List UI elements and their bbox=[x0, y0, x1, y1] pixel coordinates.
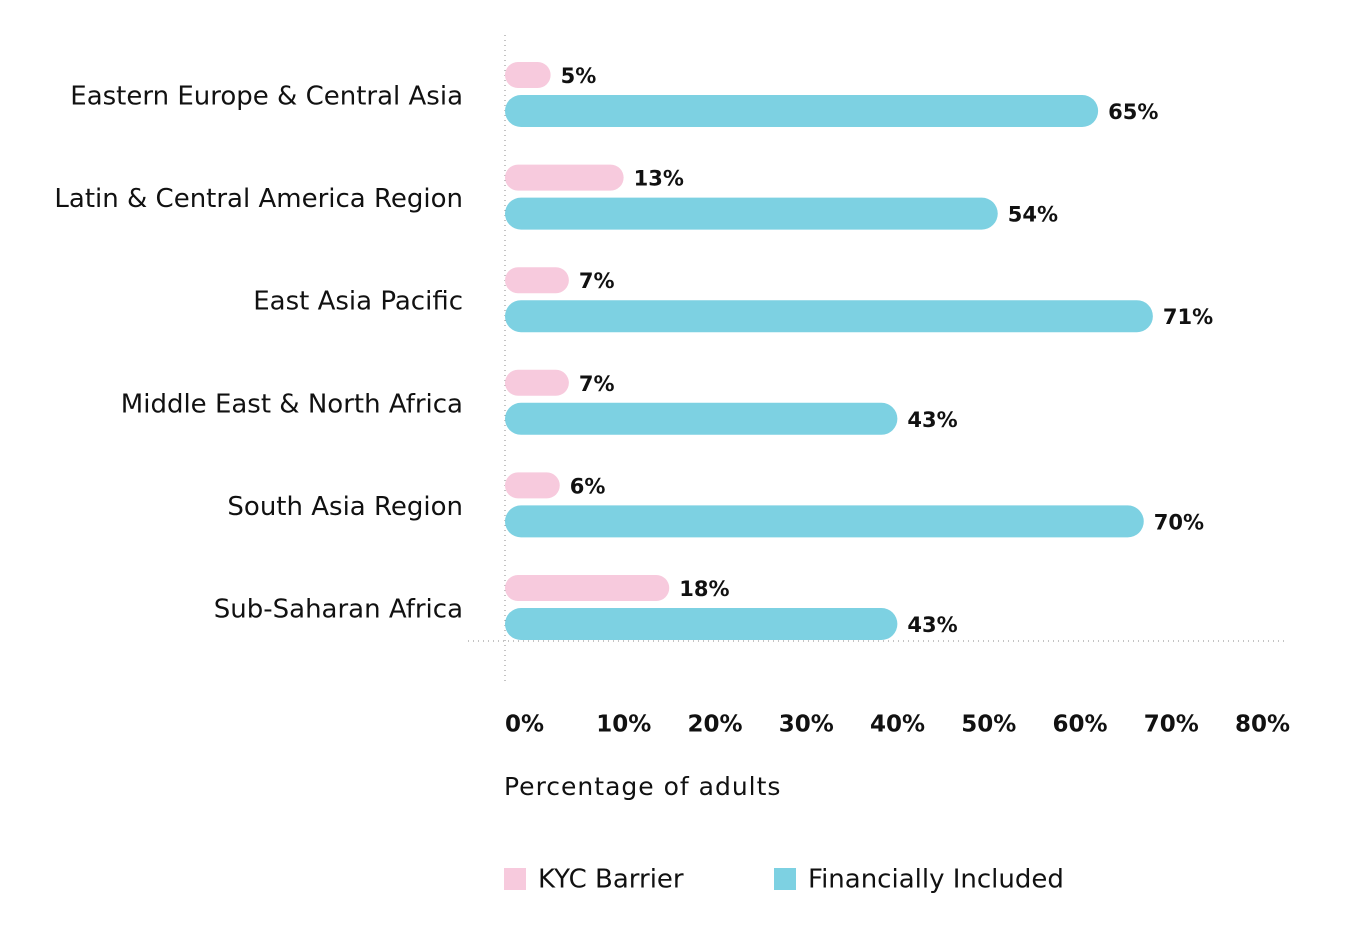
bar bbox=[505, 402, 898, 435]
legend-label: KYC Barrier bbox=[538, 865, 684, 895]
category-label: South Asia Region bbox=[227, 492, 463, 522]
category-label: Sub-Saharan Africa bbox=[214, 595, 463, 625]
bar bbox=[505, 197, 998, 230]
data-label: 7% bbox=[579, 372, 615, 396]
x-tick-label: 10% bbox=[596, 712, 651, 738]
bar bbox=[505, 575, 670, 601]
legend-swatch bbox=[774, 868, 796, 890]
data-label: 71% bbox=[1163, 305, 1213, 329]
category-label: East Asia Pacific bbox=[253, 287, 463, 317]
category-label: Middle East & North Africa bbox=[121, 389, 463, 419]
x-tick-label: 30% bbox=[779, 712, 834, 738]
bar bbox=[505, 369, 569, 396]
data-label: 54% bbox=[1008, 203, 1058, 227]
x-tick-label: 50% bbox=[961, 712, 1016, 738]
x-tick-label: 60% bbox=[1053, 712, 1108, 738]
category-label: Latin & Central America Region bbox=[54, 184, 463, 214]
bar bbox=[505, 505, 1144, 538]
bar bbox=[505, 95, 1099, 127]
bar bbox=[505, 472, 560, 499]
x-axis-label: Percentage of adults bbox=[504, 772, 781, 801]
x-tick-label: 20% bbox=[688, 712, 743, 738]
data-label: 7% bbox=[579, 269, 615, 293]
bar bbox=[505, 62, 551, 88]
legend-swatch bbox=[504, 868, 526, 890]
bar bbox=[505, 300, 1153, 333]
data-label: 70% bbox=[1154, 510, 1204, 534]
x-tick-label: 70% bbox=[1144, 712, 1199, 738]
data-label: 43% bbox=[907, 613, 957, 637]
bar bbox=[505, 267, 569, 294]
category-label: Eastern Europe & Central Asia bbox=[70, 82, 463, 112]
data-label: 65% bbox=[1108, 100, 1158, 124]
data-label: 43% bbox=[907, 408, 957, 432]
bar bbox=[505, 164, 624, 191]
x-tick-label: 0% bbox=[505, 712, 544, 738]
data-label: 18% bbox=[679, 577, 729, 601]
bar bbox=[505, 608, 898, 640]
x-tick-label: 40% bbox=[870, 712, 925, 738]
data-label: 6% bbox=[570, 474, 606, 498]
data-label: 13% bbox=[634, 167, 684, 191]
x-tick-label: 80% bbox=[1235, 712, 1290, 738]
data-label: 5% bbox=[561, 64, 597, 88]
legend-label: Financially Included bbox=[808, 865, 1064, 895]
